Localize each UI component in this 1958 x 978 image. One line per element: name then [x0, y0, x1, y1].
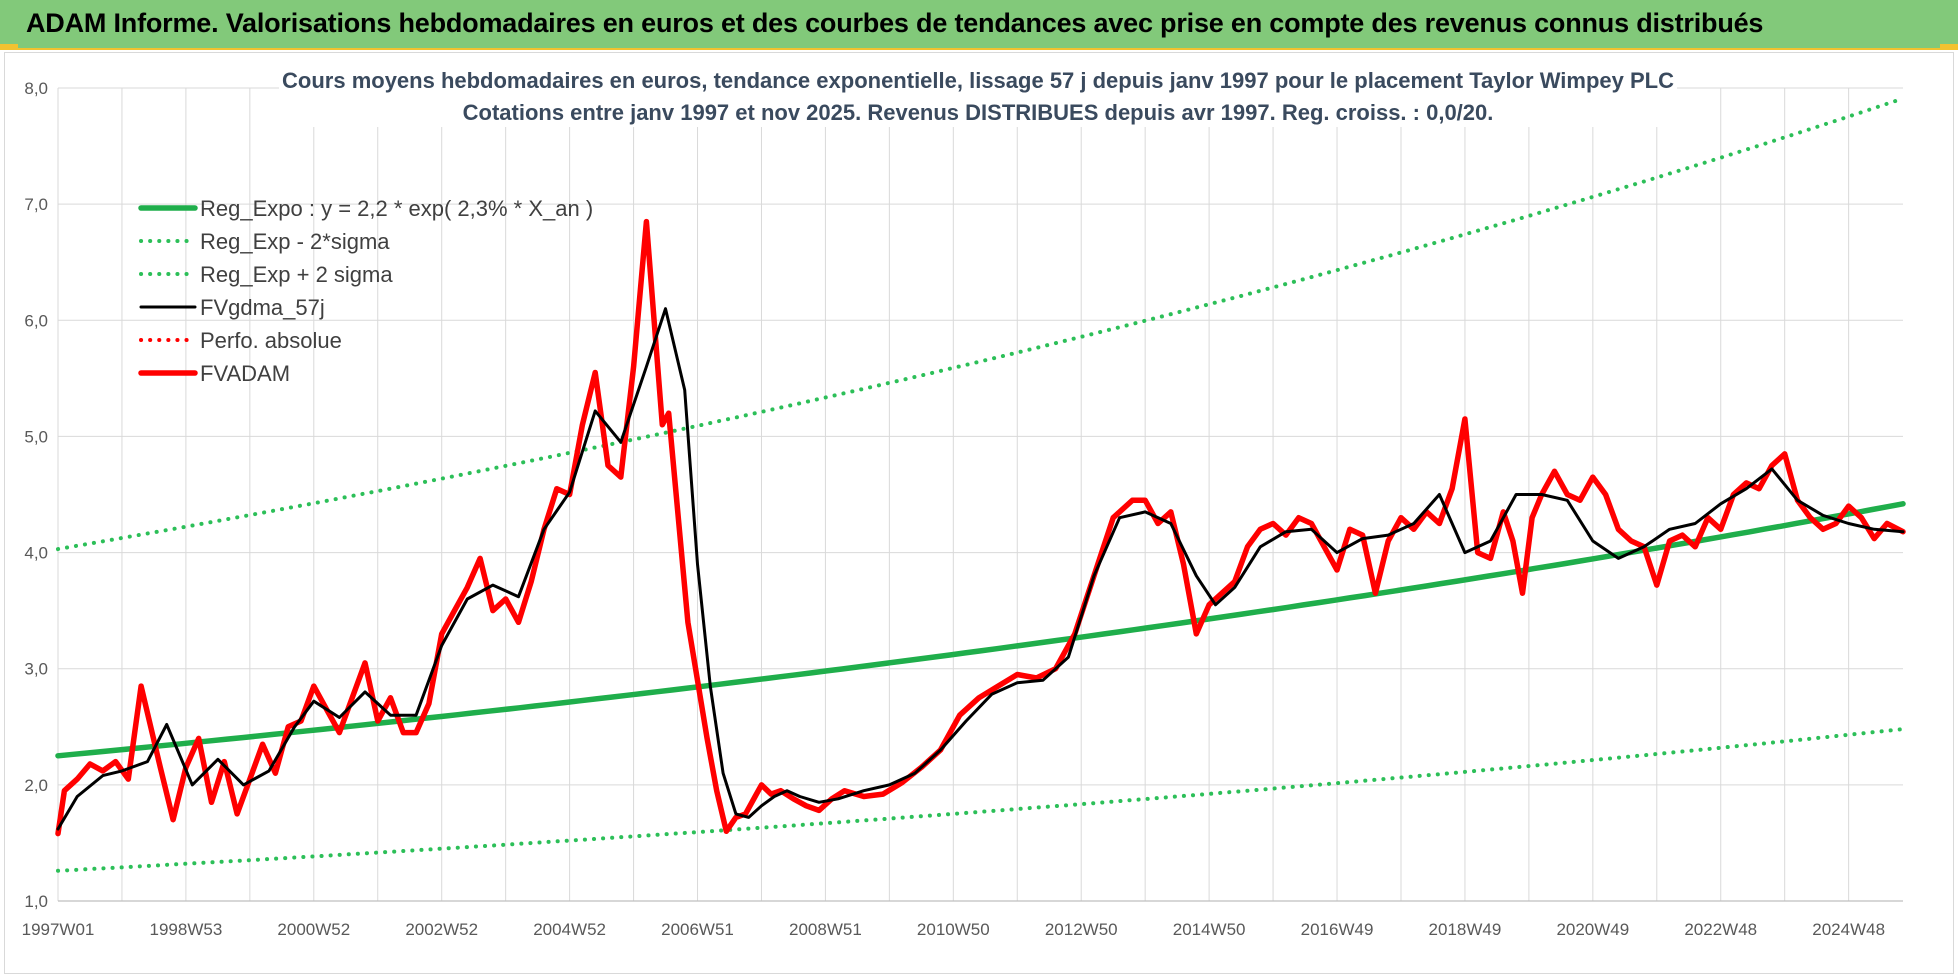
x-tick-label: 1998W53: [150, 920, 223, 939]
y-tick-label: 6,0: [24, 311, 48, 330]
x-tick-label: 1997W01: [22, 920, 95, 939]
y-axis: 1,0 2,0 3,0 4,0 5,0 6,0 7,0 8,0: [24, 79, 48, 911]
y-tick-label: 3,0: [24, 660, 48, 679]
x-tick-label: 2002W52: [405, 920, 478, 939]
series-line-5: [55, 218, 1906, 837]
chart-title: Cours moyens hebdomadaires en euros, ten…: [282, 68, 1674, 93]
corner-accent-right: [1940, 44, 1958, 50]
y-tick-label: 7,0: [24, 195, 48, 214]
y-tick-label: 2,0: [24, 776, 48, 795]
x-tick-label: 2014W50: [1173, 920, 1246, 939]
series-line-3: [56, 307, 1905, 831]
grid-lines: [57, 87, 1903, 902]
legend-label: Reg_Exp - 2*sigma: [200, 229, 390, 254]
chart-area: 1,0 2,0 3,0 4,0 5,0 6,0 7,0 8,0 1997W01 1998W53 2…: [4, 52, 1954, 974]
x-tick-label: 2016W49: [1301, 920, 1374, 939]
x-tick-label: 2000W52: [277, 920, 350, 939]
x-tick-label: 2004W52: [533, 920, 606, 939]
report-banner: ADAM Informe. Valorisations hebdomadaire…: [0, 0, 1958, 50]
legend-label: Reg_Exp + 2 sigma: [200, 262, 393, 287]
x-tick-label: 2020W49: [1556, 920, 1629, 939]
y-tick-label: 4,0: [24, 544, 48, 563]
x-tick-label: 2022W48: [1684, 920, 1757, 939]
chart-subtitle: Cotations entre janv 1997 et nov 2025. R…: [463, 100, 1494, 125]
y-tick-label: 8,0: [24, 79, 48, 98]
x-tick-label: 2018W49: [1429, 920, 1502, 939]
line-chart: 1,0 2,0 3,0 4,0 5,0 6,0 7,0 8,0 1997W01 1998W53 2…: [22, 59, 1906, 939]
series-line-2: [56, 96, 1905, 552]
corner-accent-left: [0, 44, 18, 50]
y-tick-label: 5,0: [24, 427, 48, 446]
legend-label: FVgdma_57j: [200, 295, 325, 320]
legend-label: Perfo. absolue: [200, 328, 342, 353]
x-axis: 1997W01 1998W53 2000W52 2002W52 2004W52 2006W…: [22, 920, 1885, 939]
legend-label: FVADAM: [200, 361, 290, 386]
banner-title: ADAM Informe. Valorisations hebdomadaire…: [26, 8, 1764, 38]
y-tick-label: 1,0: [24, 892, 48, 911]
x-tick-label: 2024W48: [1812, 920, 1885, 939]
x-tick-label: 2010W50: [917, 920, 990, 939]
title-background: [279, 59, 1677, 127]
x-tick-label: 2012W50: [1045, 920, 1118, 939]
x-tick-label: 2008W51: [789, 920, 862, 939]
legend-label: Reg_Expo : y = 2,2 * exp( 2,3% * X_an ): [200, 196, 593, 221]
x-tick-label: 2006W51: [661, 920, 734, 939]
series-line-0: [55, 501, 1906, 759]
chart-legend: Reg_Expo : y = 2,2 * exp( 2,3% * X_an ) R…: [138, 196, 593, 386]
series-layer: [55, 96, 1906, 873]
series-line-1: [56, 727, 1905, 873]
